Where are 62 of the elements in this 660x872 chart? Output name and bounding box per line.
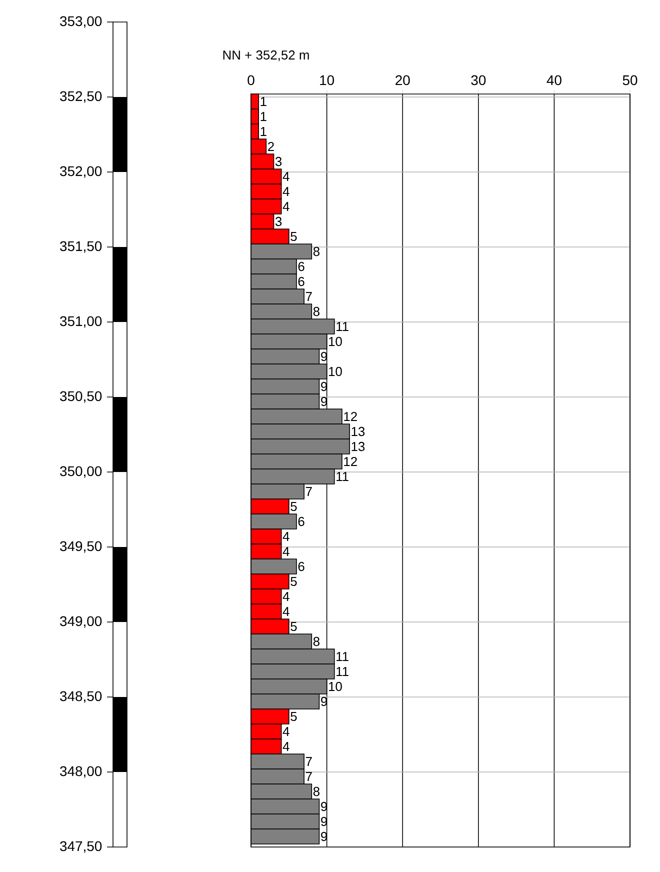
data-label: 5: [290, 622, 297, 632]
data-label: 6: [298, 516, 304, 526]
data-label: 11: [336, 667, 348, 676]
data-label: 10: [328, 682, 342, 692]
data-label: 7: [306, 487, 312, 496]
y-tick-label: 350,00: [60, 466, 102, 478]
data-label: 8: [313, 306, 320, 316]
data-label: 7: [306, 757, 312, 766]
data-label: 3: [275, 216, 282, 226]
x2-tick-label: 30: [471, 75, 486, 86]
data-label: 4: [282, 727, 290, 736]
x2-tick-label: 50: [622, 75, 638, 86]
data-label: 3: [275, 156, 282, 166]
x2-tick-label: 10: [320, 75, 334, 86]
data-label: 10: [328, 336, 342, 346]
data-label: 5: [290, 232, 297, 242]
data-label: 8: [313, 636, 320, 646]
y-tick-label: 352,00: [60, 166, 102, 178]
data-label: 5: [290, 502, 297, 512]
data-label: 4: [282, 607, 290, 616]
data-label: 5: [290, 576, 297, 586]
data-label: 4: [282, 187, 290, 196]
data-label: 6: [298, 562, 304, 572]
y-tick-label: 353,00: [60, 16, 102, 28]
data-label: 7: [306, 292, 312, 301]
y-tick-label: 349,50: [60, 541, 102, 553]
y-tick-label: 351,00: [60, 316, 102, 328]
annotation: NN + 352,52 m: [223, 50, 309, 62]
data-label: 6: [298, 276, 304, 286]
data-label: 13: [352, 426, 365, 436]
data-label: 4: [282, 172, 290, 181]
x2-tick-label: 40: [546, 75, 562, 86]
y-tick-label: 347,50: [60, 841, 102, 853]
data-label: 11: [336, 322, 348, 331]
data-label: 12: [344, 456, 357, 466]
data-label: 7: [306, 772, 312, 781]
data-label: 11: [336, 652, 348, 661]
data-label: 4: [282, 592, 290, 601]
y-tick-label: 348,00: [60, 766, 102, 778]
y-tick-label: 352,50: [60, 91, 102, 103]
data-label: 4: [282, 742, 290, 751]
data-label: 8: [313, 786, 320, 796]
data-label: 4: [282, 202, 290, 211]
data-label: 6: [298, 262, 304, 272]
data-label: 1: [260, 127, 266, 136]
data-label: 12: [344, 412, 357, 422]
data-label: 10: [328, 366, 342, 376]
x2-tick-label: 0: [248, 75, 254, 86]
y-tick-label: 349,00: [60, 616, 102, 628]
data-label: 1: [260, 97, 266, 106]
y-tick-label: 348,50: [60, 691, 102, 703]
data-label: 1: [260, 112, 266, 121]
data-label: 5: [290, 712, 297, 722]
y-tick-label: 350,50: [60, 391, 102, 403]
data-label: 11: [336, 472, 348, 481]
x2-tick-label: 20: [396, 75, 410, 86]
data-label: 4: [282, 532, 290, 541]
y-tick-label: 351,50: [60, 241, 102, 253]
data-label: 13: [352, 442, 365, 452]
data-label: 8: [313, 246, 320, 256]
data-label: 4: [282, 547, 290, 556]
data-label: 2: [268, 142, 274, 152]
